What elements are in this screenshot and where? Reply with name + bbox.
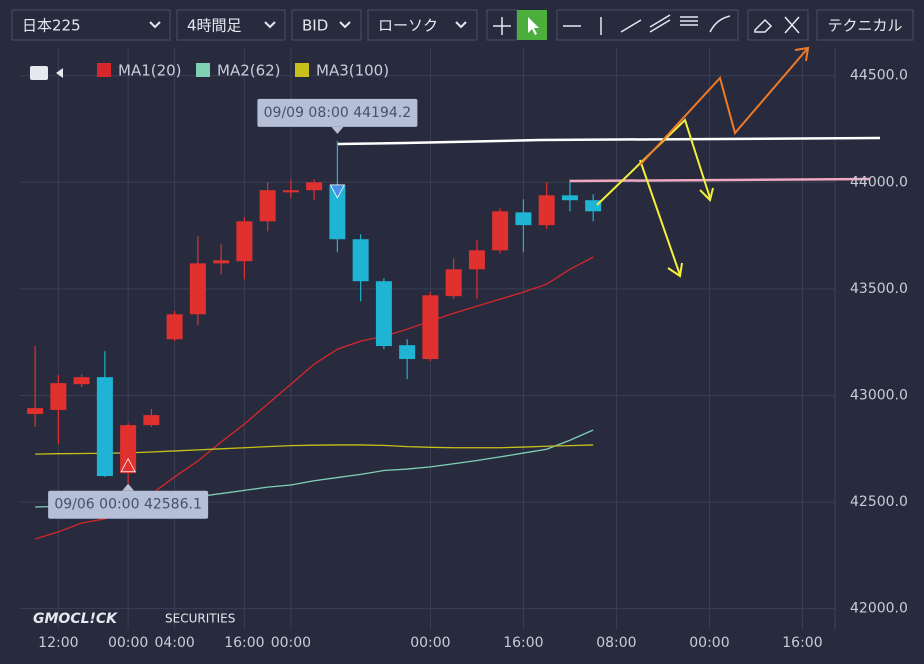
candle-body xyxy=(236,221,253,262)
chevron xyxy=(149,21,161,29)
arrow xyxy=(596,118,711,206)
arrowhead xyxy=(699,187,714,202)
x-tick-label: 16:00 xyxy=(503,635,543,651)
symbol: 日本225 xyxy=(22,17,81,35)
legend-label: MA1(20) xyxy=(118,62,182,80)
drawings xyxy=(337,46,881,278)
toolbar: 日本225 4時間足 BID ローソク テクニカル xyxy=(11,9,914,41)
technical: テクニカル xyxy=(827,17,902,35)
chevron xyxy=(264,21,276,29)
candle-body xyxy=(189,263,206,315)
candle-body xyxy=(96,377,113,477)
candle-body xyxy=(399,345,416,360)
candle-body xyxy=(492,211,509,251)
erase-tools[interactable] xyxy=(747,9,809,41)
y-tick-label: 42500.0 xyxy=(850,494,908,510)
candle-body xyxy=(120,425,137,474)
legend-swatch xyxy=(97,63,111,77)
candle-body xyxy=(468,250,485,270)
arrowhead xyxy=(794,46,810,62)
price-type-select[interactable] xyxy=(291,9,362,41)
extreme-marker xyxy=(120,457,136,473)
candle-body xyxy=(329,185,346,240)
x-tick-label: 00:00 xyxy=(108,635,148,651)
extreme-label: 09/09 08:00 44194.2 xyxy=(264,105,412,121)
legend-swatch xyxy=(196,63,210,77)
icon xyxy=(528,17,539,35)
candle-body xyxy=(213,260,230,264)
x-tick-label: 12:00 xyxy=(38,635,78,651)
draw-tools[interactable] xyxy=(556,9,739,41)
technical-button[interactable] xyxy=(816,9,914,41)
grid xyxy=(20,48,835,630)
candle-body xyxy=(306,182,323,191)
x-tick-label: 08:00 xyxy=(596,635,636,651)
y-tick-label: 44000.0 xyxy=(850,174,908,190)
candle-body xyxy=(143,415,160,426)
legend-swatch xyxy=(295,63,309,77)
chart-style: ローソク xyxy=(378,17,438,35)
candle-body xyxy=(561,195,578,201)
candle-body xyxy=(73,377,90,385)
candle-body xyxy=(282,190,299,193)
x-tick-label: 00:00 xyxy=(689,635,729,651)
candle-body xyxy=(538,195,555,226)
x-tick-label: 16:00 xyxy=(782,635,822,651)
extreme-label-box xyxy=(257,98,418,127)
y-tick-label: 43000.0 xyxy=(850,387,908,403)
extreme-label-pointer xyxy=(331,126,344,134)
extreme-label-pointer xyxy=(122,483,135,491)
x-tick-label: 00:00 xyxy=(410,635,450,651)
candle-body xyxy=(515,212,532,226)
legend-toggle[interactable] xyxy=(56,68,63,78)
icon xyxy=(493,17,511,35)
price-type: BID xyxy=(302,17,328,35)
candle-body xyxy=(50,383,67,410)
x-tick-label: 00:00 xyxy=(271,635,311,651)
y-tick-label: 43500.0 xyxy=(850,281,908,297)
x-tick-label: 04:00 xyxy=(154,635,194,651)
candle-body xyxy=(259,190,276,222)
candle-body xyxy=(352,239,369,282)
legend: MA1(20) MA2(62) MA3(100) xyxy=(30,62,389,80)
y-tick-label: 42000.0 xyxy=(850,601,908,617)
chevron xyxy=(455,21,467,29)
x-tick-label: 16:00 xyxy=(224,635,264,651)
trend-line xyxy=(337,136,881,146)
legend-label: MA2(62) xyxy=(217,62,281,80)
candle-body xyxy=(585,200,602,212)
arrow xyxy=(639,47,809,166)
logo-sub: SECURITIES xyxy=(165,612,235,626)
icons xyxy=(563,14,731,35)
candle-body xyxy=(375,281,392,347)
arrow xyxy=(639,159,681,276)
plot: 09/09 08:00 44194.2 09/06 00:00 42586.1 xyxy=(27,98,602,540)
symbol-select[interactable] xyxy=(11,9,171,41)
extreme-label: 09/06 00:00 42586.1 xyxy=(54,497,202,513)
arrowhead xyxy=(667,262,683,278)
trend-line xyxy=(569,177,871,183)
legend-icon[interactable] xyxy=(30,66,48,80)
extreme-marker xyxy=(329,184,346,199)
logo: GMOCL!CK xyxy=(33,611,118,627)
chevron xyxy=(339,21,351,29)
timeframe: 4時間足 xyxy=(187,17,242,35)
extreme-label-box xyxy=(48,490,209,519)
legend-label: MA3(100) xyxy=(316,62,389,80)
candle-body xyxy=(166,314,183,340)
candle-body xyxy=(422,295,439,360)
candle-body xyxy=(27,408,44,415)
icons xyxy=(754,16,800,34)
candle-body xyxy=(445,269,462,297)
y-tick-label: 44500.0 xyxy=(850,68,908,84)
